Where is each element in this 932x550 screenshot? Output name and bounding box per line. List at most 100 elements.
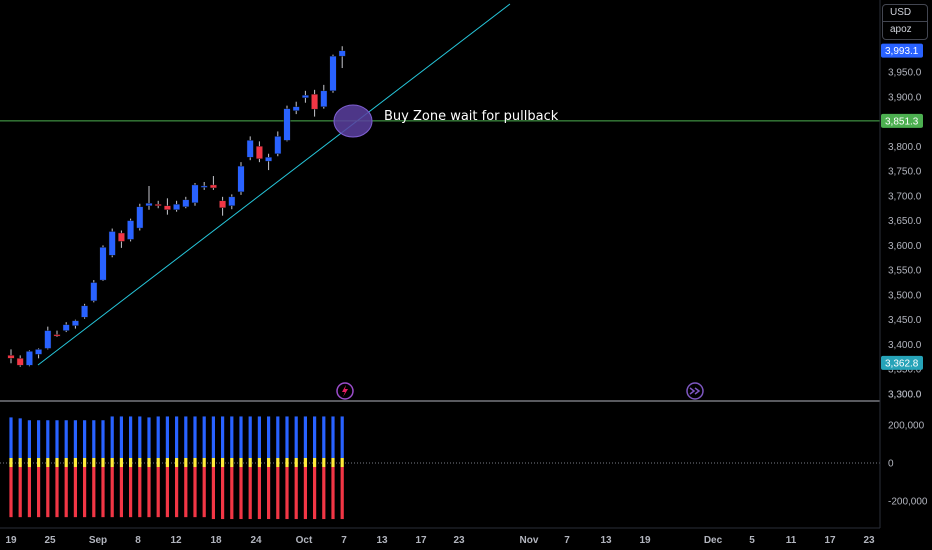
volume-bar-mid — [129, 458, 133, 467]
time-tick-label: 5 — [749, 535, 755, 546]
volume-bar-up — [239, 416, 243, 458]
time-tick-label: 13 — [600, 535, 612, 546]
volume-bar-up — [101, 420, 105, 458]
volume-bar-down — [101, 467, 105, 518]
volume-bar-mid — [27, 458, 31, 467]
time-tick-label: 7 — [564, 535, 570, 546]
price-tick-label: 3,300.0 — [888, 390, 922, 401]
volume-bar-down — [193, 467, 197, 518]
volume-bar-up — [340, 416, 344, 458]
price-tick-label: 3,750.0 — [888, 167, 922, 178]
time-tick-label: Dec — [704, 535, 723, 546]
volume-bar-up — [322, 416, 326, 458]
volume-bar-mid — [211, 458, 215, 467]
candle-body — [99, 247, 107, 281]
volume-bar-mid — [83, 458, 87, 467]
buy-zone-ellipse[interactable] — [333, 104, 373, 138]
volume-bar-mid — [37, 458, 41, 467]
candle-body — [200, 185, 208, 188]
volume-bar-up — [257, 416, 261, 458]
volume-bar-mid — [322, 458, 326, 467]
time-tick-label: 24 — [250, 535, 262, 546]
time-tick-label: 19 — [5, 535, 17, 546]
time-tick-label: 7 — [341, 535, 347, 546]
volume-bar-up — [276, 416, 280, 458]
volume-bar-up — [64, 420, 68, 458]
volume-bar-down — [184, 467, 188, 518]
price-badges: 3,993.1 3,851.3 3,362.8 — [881, 43, 923, 370]
volume-bar-down — [92, 467, 96, 518]
price-badge-label: 3,362.8 — [885, 358, 919, 369]
volume-bar-mid — [119, 458, 123, 467]
volume-bar-up — [27, 420, 31, 458]
price-axis[interactable]: 3,300.0 3,350.0 3,400.0 3,450.0 3,500.0 3,550… — [888, 68, 922, 401]
price-badge — [881, 43, 923, 58]
event-icon-lightning[interactable] — [336, 382, 354, 400]
volume-bar-down — [9, 467, 13, 518]
candle-body — [246, 140, 254, 158]
volume-bar-mid — [313, 458, 317, 467]
candle-body — [163, 205, 171, 210]
candle-body — [338, 50, 346, 57]
price-badge-label: 3,993.1 — [885, 46, 919, 57]
volume-bar-down — [340, 467, 344, 520]
candle-body — [136, 206, 144, 229]
lightning-icon[interactable] — [336, 382, 354, 400]
volume-bar-mid — [303, 458, 307, 467]
volume-bar-mid — [267, 458, 271, 467]
event-icon-arrows[interactable] — [686, 382, 704, 400]
volume-bar-mid — [64, 458, 68, 467]
time-tick-label: 23 — [453, 535, 465, 546]
volume-bar-mid — [110, 458, 114, 467]
time-axis[interactable]: 19 25 Sep 8 12 18 24 Oct 7 13 17 23 Nov 7 13 19 Dec 5 11 17… — [0, 0, 881, 546]
volume-bar-mid — [257, 458, 261, 467]
candle-body — [154, 204, 162, 206]
volume-axis[interactable]: 200,000 0 -200,000 — [888, 421, 928, 508]
candle-body — [71, 320, 79, 326]
volume-bar-mid — [285, 458, 289, 467]
volume-bar-down — [285, 467, 289, 520]
volume-bar-mid — [193, 458, 197, 467]
volume-bar-up — [147, 417, 151, 458]
volume-bar-down — [248, 467, 252, 520]
double-chevron-icon — [689, 387, 701, 395]
price-tick-label: 3,400.0 — [888, 340, 922, 351]
volume-bar-mid — [9, 458, 13, 467]
volume-bar-mid — [331, 458, 335, 467]
price-tick-label: 3,900.0 — [888, 92, 922, 103]
volume-bar-mid — [221, 458, 225, 467]
volume-bar-up — [202, 416, 206, 458]
volume-bar-mid — [175, 458, 179, 467]
volume-bar-up — [119, 416, 123, 458]
volume-bar-down — [175, 467, 179, 518]
volume-bar-down — [294, 467, 298, 520]
candle-body — [26, 351, 33, 366]
volume-bar-up — [331, 416, 335, 458]
volume-bar-down — [119, 467, 123, 518]
volume-bar-up — [184, 416, 188, 458]
candle-body — [7, 355, 15, 359]
time-tick-label: 12 — [170, 535, 182, 546]
candle-body — [182, 199, 190, 207]
price-badge — [881, 113, 923, 128]
currency-selector[interactable]: USD apoz — [882, 4, 928, 40]
time-tick-label: 17 — [415, 535, 427, 546]
price-tick-label: 3,650.0 — [888, 216, 922, 227]
volume-bar-up — [165, 416, 169, 458]
volume-bar-down — [257, 467, 261, 520]
price-tick-label: 3,350.0 — [888, 365, 922, 376]
fast-forward-icon[interactable] — [686, 382, 704, 400]
volume-bar-mid — [248, 458, 252, 467]
volume-layer — [9, 416, 344, 520]
volume-bar-up — [248, 416, 252, 458]
volume-bar-up — [129, 416, 133, 458]
candle-body — [127, 220, 135, 240]
candle-body — [62, 324, 70, 331]
volume-tick-label: 0 — [888, 459, 894, 470]
currency-divider — [883, 21, 927, 22]
candle-body — [53, 334, 61, 337]
volume-bar-up — [267, 416, 271, 458]
volume-bar-down — [147, 467, 151, 518]
trendline-layer — [37, 3, 511, 366]
